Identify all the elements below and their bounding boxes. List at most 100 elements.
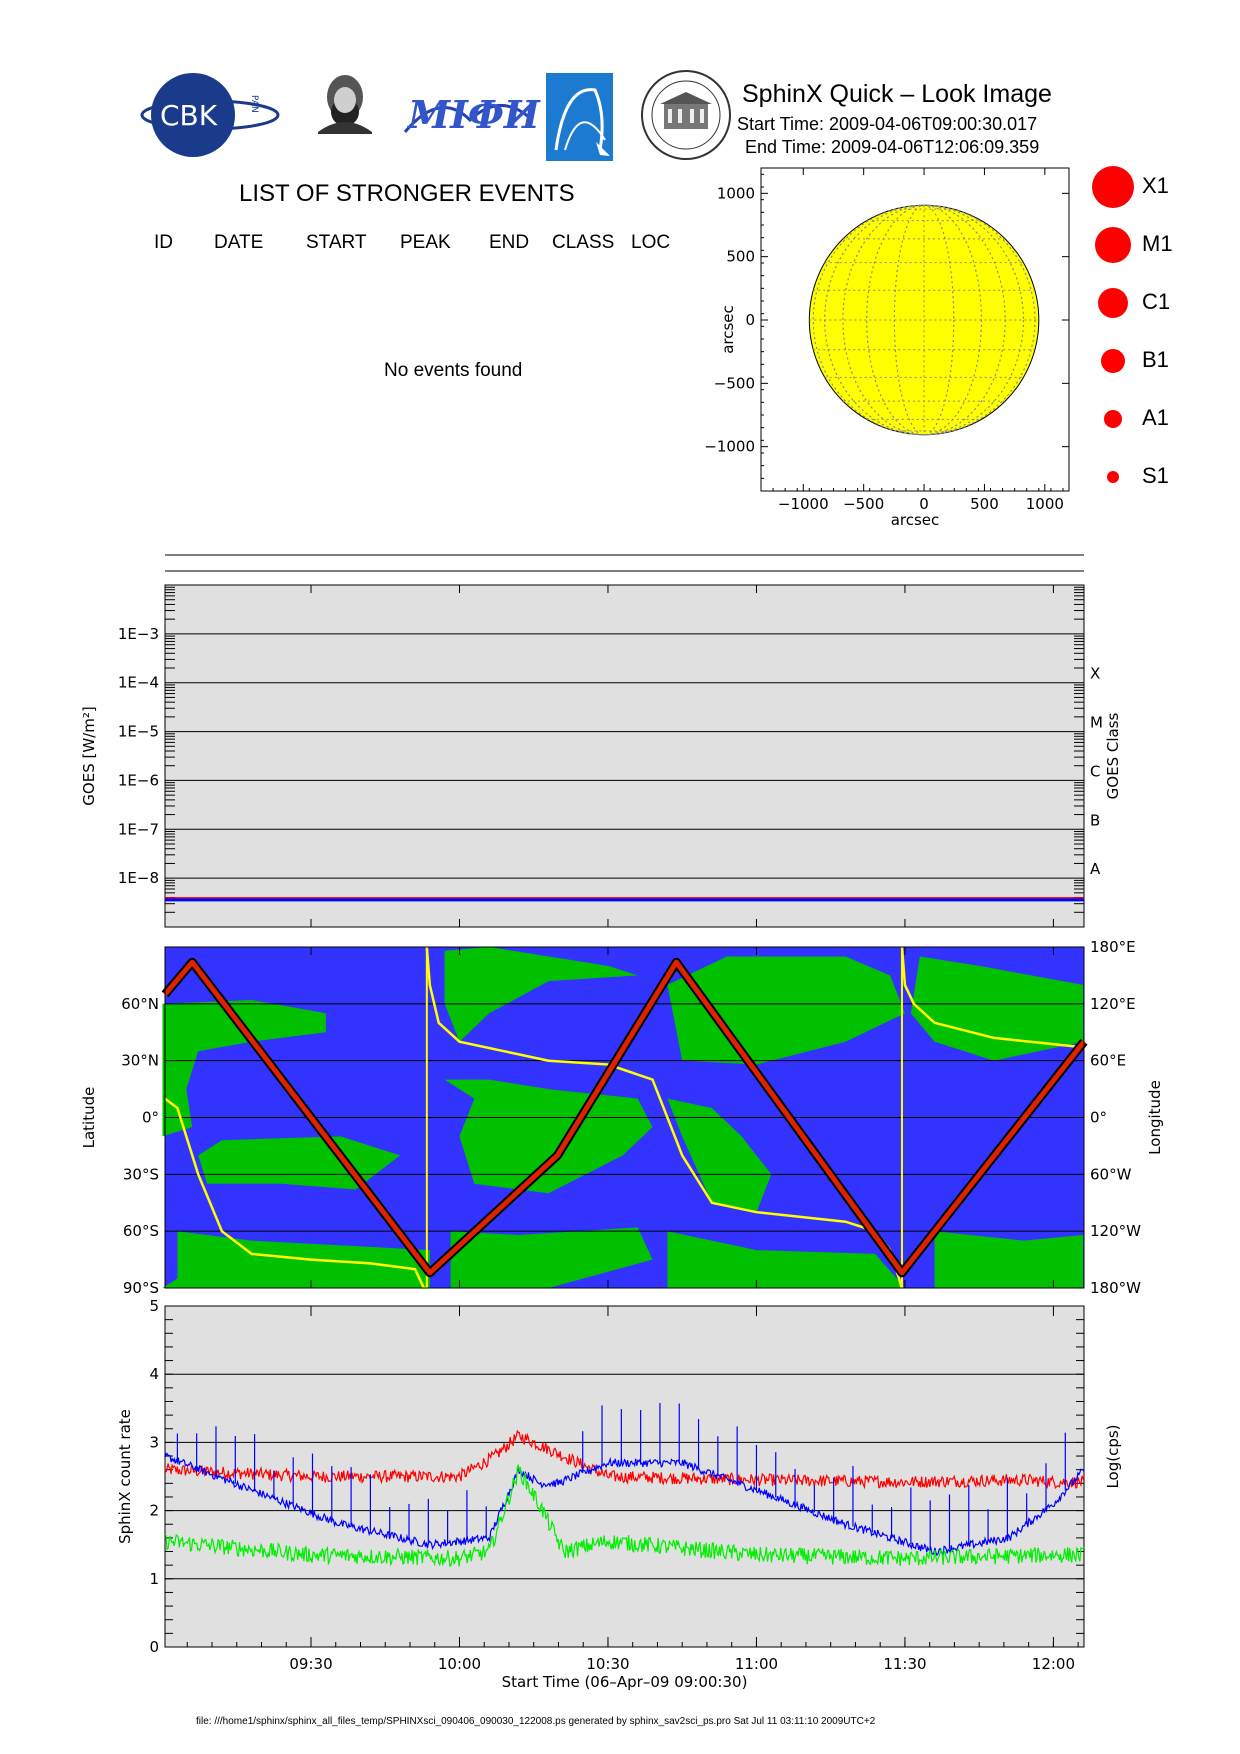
col-loc: LOC — [631, 232, 671, 253]
disk-meridian-line — [842, 204, 1006, 436]
rate-y-tick-label: 4 — [149, 1365, 159, 1383]
orbit-y-label: Latitude — [80, 1087, 98, 1149]
disk-meridian-line — [812, 204, 1036, 436]
goes-class-label: C — [1090, 762, 1100, 780]
legend-marker-b1 — [1101, 349, 1125, 373]
rate-y-label-right: Log(cps) — [1104, 1424, 1122, 1488]
land-region — [198, 1136, 401, 1190]
goes-class-label: B — [1090, 811, 1100, 829]
map-x-tick-label: 500 — [970, 495, 999, 513]
map-x-label: arcsec — [891, 511, 940, 529]
legend-label-c1: C1 — [1142, 289, 1171, 314]
rate-y-tick-label: 1 — [149, 1570, 159, 1588]
legend-label-a1: A1 — [1142, 405, 1169, 430]
orbit-y-tick-label-right: 120°E — [1090, 995, 1136, 1013]
rate-x-tick-label: 11:00 — [735, 1655, 778, 1673]
goes-y-label-right: GOES Class — [1104, 712, 1122, 799]
orbit-y-tick-label-right: 0° — [1090, 1109, 1107, 1127]
orbit-y-tick-label-right: 60°E — [1090, 1052, 1126, 1070]
map-x-tick-label: 1000 — [1026, 495, 1064, 513]
orbit-y-tick-label: 60°N — [121, 995, 159, 1013]
legend-marker-a1 — [1104, 410, 1122, 428]
legend-marker-c1 — [1098, 288, 1128, 318]
footer-text: file: ///home1/sphinx/sphinx_all_files_t… — [196, 1716, 876, 1727]
rate-x-tick-label: 11:30 — [883, 1655, 926, 1673]
map-x-tick-label: −500 — [843, 495, 884, 513]
goes-panel: 1E−8 1E−7 1E−6 1E−5 1E−4 1E−3 A B C M X GOES [W/m²]… — [80, 584, 1122, 928]
disk-meridian-line — [824, 204, 1024, 436]
rate-y-label: SphinX count rate — [116, 1409, 134, 1544]
rate-series-line — [164, 1429, 1085, 1490]
orbit-y-tick-label: 0° — [142, 1109, 159, 1127]
events-title: LIST OF STRONGER EVENTS — [239, 180, 575, 207]
col-start: START — [306, 232, 367, 253]
no-events-message: No events found — [384, 360, 523, 381]
start-time: Start Time: 2009-04-06T09:00:30.017 — [737, 114, 1038, 134]
rate-series-line — [164, 1452, 1085, 1557]
col-date: DATE — [214, 232, 264, 253]
land-region — [162, 1000, 326, 1137]
goes-y-tick-label: 1E−7 — [118, 820, 159, 838]
orbit-y-tick-label: 30°N — [121, 1052, 159, 1070]
col-peak: PEAK — [400, 232, 451, 253]
count-rate-panel: 0 1 2 3 4 5 09:30 10:00 10:30 11:00 11:30 12:00 Star… — [116, 1297, 1122, 1691]
land-region — [444, 1079, 653, 1194]
orbit-y-tick-label-right: 180°W — [1090, 1279, 1141, 1297]
legend-label-x1: X1 — [1142, 173, 1169, 198]
land-region — [910, 956, 1084, 1061]
orbit-y-tick-label-right: 120°W — [1090, 1222, 1141, 1240]
rate-x-tick-label: 12:00 — [1032, 1655, 1075, 1673]
map-y-tick-label: 500 — [726, 248, 755, 266]
land-region — [162, 1231, 430, 1288]
longitude-track — [900, 946, 1085, 1049]
goes-class-label: A — [1090, 860, 1101, 878]
goes-y-tick-label: 1E−4 — [118, 674, 159, 692]
legend-label-m1: M1 — [1142, 231, 1173, 256]
orbit-panel: 90°S 60°S 30°S 0° 30°N 60°N 180°W 120°W 60°W 0° 60… — [80, 938, 1164, 1297]
orbit-y-tick-label: 60°S — [123, 1222, 159, 1240]
col-class: CLASS — [552, 232, 615, 253]
legend-label-s1: S1 — [1142, 463, 1169, 488]
orbit-y-tick-label-right: 60°W — [1090, 1165, 1132, 1183]
page-title: SphinX Quick – Look Image — [742, 80, 1052, 108]
goes-y-tick-label: 1E−3 — [118, 625, 159, 643]
map-y-tick-label: −1000 — [704, 438, 755, 456]
legend-marker-m1 — [1095, 227, 1131, 263]
rate-x-tick-label: 09:30 — [289, 1655, 332, 1673]
land-region — [934, 1231, 1084, 1288]
rate-x-tick-label: 10:30 — [586, 1655, 629, 1673]
map-y-tick-label: 1000 — [717, 184, 755, 202]
longitude-track — [164, 1097, 427, 1290]
land-region — [667, 1231, 905, 1288]
land-region — [444, 947, 638, 1042]
legend-marker-s1 — [1107, 471, 1119, 483]
goes-y-tick-label: 1E−6 — [118, 771, 159, 789]
land-region — [450, 1227, 653, 1288]
goes-y-tick-label: 1E−5 — [118, 723, 159, 741]
solar-map-panel: −1000 −500 0 500 1000 −1000 −500 0 500 1000 arcsec… — [704, 167, 1070, 529]
rate-y-tick-label: 0 — [149, 1638, 159, 1656]
map-x-tick-label: −1000 — [778, 495, 829, 513]
goes-class-label: X — [1090, 665, 1100, 683]
rate-y-tick-label: 2 — [149, 1502, 159, 1520]
orbit-y-tick-label: 30°S — [123, 1165, 159, 1183]
map-y-tick-label: 0 — [745, 311, 755, 329]
latitude-track — [163, 959, 1086, 1276]
col-end: END — [489, 232, 530, 253]
orbit-y-tick-label: 90°S — [123, 1279, 159, 1297]
legend-marker-x1 — [1092, 166, 1134, 208]
orbit-y-label-right: Longitude — [1146, 1080, 1164, 1155]
goes-class-label: M — [1090, 714, 1103, 732]
rate-y-tick-label: 3 — [149, 1433, 159, 1451]
legend-label-b1: B1 — [1142, 347, 1169, 372]
rate-series-line — [164, 1463, 1085, 1568]
orbit-y-tick-label-right: 180°E — [1090, 938, 1136, 956]
map-x-tick-label: 0 — [919, 495, 929, 513]
map-y-tick-label: −500 — [714, 374, 755, 392]
goes-y-label: GOES [W/m²] — [80, 706, 98, 805]
rate-x-tick-label: 10:00 — [438, 1655, 481, 1673]
map-y-label: arcsec — [719, 305, 737, 354]
land-region — [667, 1098, 772, 1213]
rate-x-label: Start Time (06–Apr–09 09:00:30) — [502, 1673, 748, 1691]
